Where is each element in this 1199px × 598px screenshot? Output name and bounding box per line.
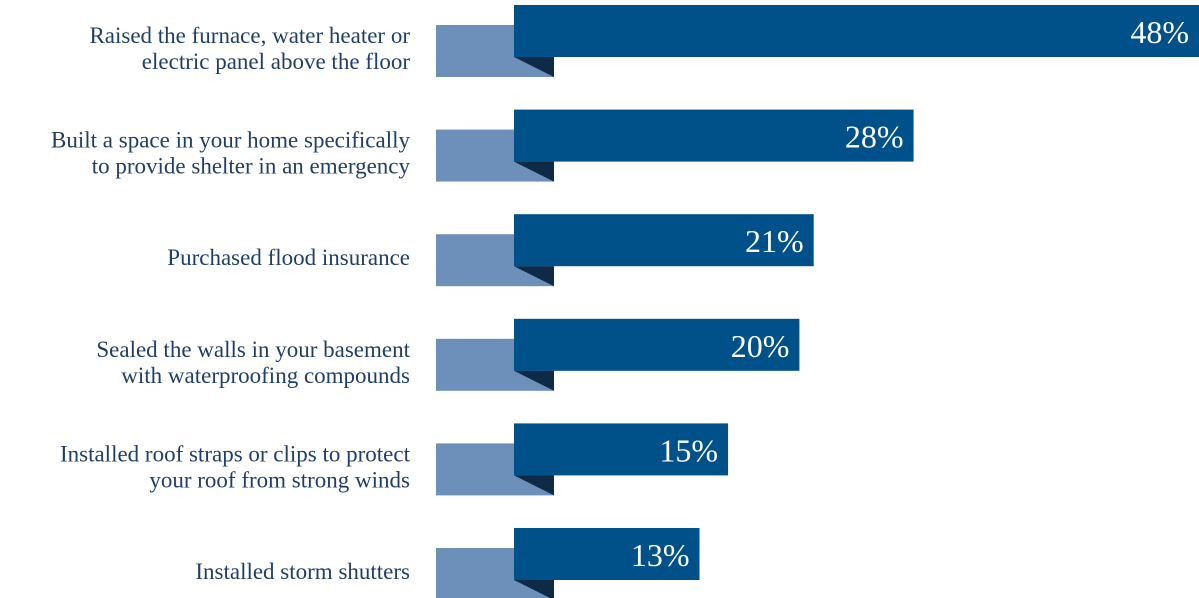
bar (514, 318, 800, 371)
bars-layer: 48% Raised the furnace, water heater or el… (51, 5, 1199, 598)
category-label-line: to provide shelter in an emergency (92, 154, 411, 179)
category-label-line: with waterproofing compounds (121, 363, 410, 388)
bar (514, 5, 1199, 57)
bar-fold-shadow (514, 57, 554, 77)
bar-value-label: 48% (1130, 14, 1189, 50)
category-label-line: Raised the furnace, water heater or (89, 23, 410, 48)
category-label: Raised the furnace, water heater or elect… (89, 23, 410, 74)
category-label-line: Sealed the walls in your basement (96, 337, 410, 362)
category-label-line: Installed storm shutters (195, 559, 410, 584)
bar-fold-shadow (514, 370, 554, 391)
bar-row: 20% Sealed the walls in your basement with… (96, 318, 800, 391)
category-label-line: Built a space in your home specifically (51, 128, 410, 153)
category-label: Installed roof straps or clips to protec… (60, 441, 411, 492)
category-label: Installed storm shutters (195, 559, 410, 584)
bar (514, 528, 700, 580)
category-label: Sealed the walls in your basement with wa… (96, 337, 410, 388)
bar-row: 28% Built a space in your home specifical… (51, 109, 914, 182)
bar-fold-shadow (514, 475, 554, 496)
category-label: Purchased flood insurance (167, 245, 410, 270)
bar-value-label: 13% (631, 537, 690, 573)
bar-fold-shadow (514, 161, 554, 182)
bar-row: 21% Purchased flood insurance (167, 214, 814, 287)
bar-value-label: 15% (659, 432, 718, 468)
bar (514, 109, 914, 162)
bar-row: 13% Installed storm shutters (195, 528, 700, 598)
bar-row: 15% Installed roof straps or clips to pro… (60, 423, 729, 496)
bar-fold-shadow (514, 580, 554, 598)
category-label-line: electric panel above the floor (142, 49, 411, 74)
bar-value-label: 21% (745, 223, 804, 259)
category-label-line: Installed roof straps or clips to protec… (60, 441, 411, 466)
bar-value-label: 28% (845, 119, 904, 155)
bar (514, 423, 729, 476)
bar-row: 48% Raised the furnace, water heater or el… (89, 5, 1199, 77)
category-label-line: your roof from strong winds (149, 467, 410, 492)
category-label-line: Purchased flood insurance (167, 245, 410, 270)
category-label: Built a space in your home specifically t… (51, 128, 410, 179)
bar-fold-shadow (514, 266, 554, 287)
bar-value-label: 20% (731, 328, 790, 364)
bar (514, 214, 814, 267)
